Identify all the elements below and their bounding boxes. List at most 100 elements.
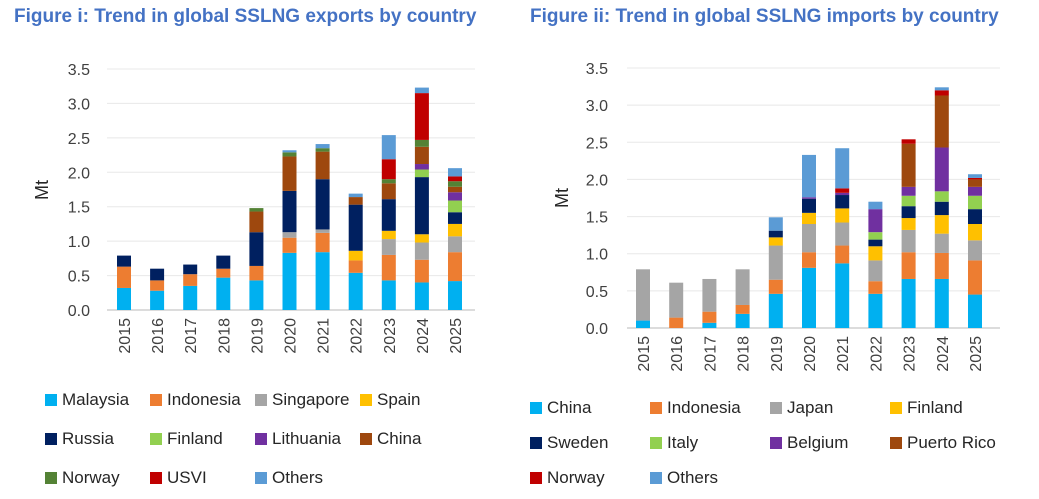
bar-stack-2017	[183, 264, 198, 310]
bar-stack-2022	[348, 193, 363, 310]
legend-label: Belgium	[787, 433, 849, 452]
bar-segment-malaysia	[117, 287, 131, 310]
bar-segment-belgium	[968, 186, 982, 196]
legend-swatch	[650, 472, 662, 484]
legend-item-malaysia: Malaysia	[45, 390, 129, 410]
bar-stack-2018	[216, 255, 231, 310]
legend-item-belgium: Belgium	[770, 433, 848, 453]
legend-item-puerto-rico: Puerto Rico	[890, 433, 996, 453]
legend-item-china: China	[530, 398, 591, 418]
bar-segment-lithuania	[414, 164, 429, 170]
chart-1: 0.0 0.5 1.0 1.5 2.0 2.5 3.0 3.5 Mt 2015 2016 2017 20…	[32, 62, 475, 354]
legend-swatch	[890, 437, 902, 449]
bar-segment-singapore	[414, 242, 429, 260]
bar-segment-others	[381, 135, 396, 160]
bar-segment-china	[901, 278, 916, 328]
bar-segment-norway	[934, 90, 949, 96]
y-tick-label: 1.5	[68, 200, 90, 217]
bar-segment-indonesia	[835, 245, 850, 264]
x-tick-label: 2022	[349, 318, 366, 354]
bar-segment-others	[448, 168, 462, 177]
legend-swatch	[770, 437, 782, 449]
bar-stack-2021	[315, 144, 330, 310]
bar-segment-malaysia	[381, 280, 396, 310]
bar-segment-indonesia	[414, 259, 429, 283]
bar-segment-japan	[835, 222, 850, 246]
bar-stack-2015	[117, 255, 131, 310]
bar-segment-malaysia	[216, 277, 231, 310]
bar-segment-indonesia	[282, 237, 297, 253]
bar-segment-italy	[868, 232, 883, 240]
bar-segment-china	[768, 293, 783, 328]
legend-label: China	[547, 398, 592, 417]
legend-swatch	[255, 394, 267, 406]
y-axis-label: Mt	[32, 180, 52, 200]
bar-segment-japan	[636, 269, 650, 321]
bar-segment-finland	[768, 237, 783, 246]
y-tick-label: 2.5	[68, 131, 90, 148]
legend-label: Finland	[167, 429, 223, 448]
legend-label: Japan	[787, 398, 834, 417]
bar-segment-malaysia	[348, 272, 363, 310]
y-tick-label: 2.0	[586, 172, 608, 189]
legend-swatch	[530, 437, 542, 449]
bar-segment-china	[868, 293, 883, 328]
bar-segment-finland	[448, 200, 462, 213]
bar-segment-spain	[448, 223, 462, 237]
legend-item-finland: Finland	[890, 398, 963, 418]
bar-segment-russia	[348, 204, 363, 251]
y-tick-label: 0.0	[68, 303, 90, 320]
bar-stack-2025	[448, 168, 462, 310]
bar-segment-belgium	[868, 209, 883, 233]
bar-segment-belgium	[901, 186, 916, 196]
bar-stack-2016	[669, 282, 684, 328]
bar-segment-finland	[901, 218, 916, 230]
y-tick-label: 0.0	[586, 321, 608, 338]
bar-segment-norway	[968, 177, 982, 180]
y-tick-label: 3.5	[68, 62, 90, 79]
legend-swatch	[150, 394, 162, 406]
bar-segment-indonesia	[315, 232, 330, 253]
bar-segment-puerto-rico	[934, 95, 949, 148]
legend-label: USVI	[167, 468, 207, 487]
bar-segment-china	[414, 146, 429, 165]
bar-stack-2020	[282, 150, 297, 310]
bar-segment-china	[735, 313, 750, 328]
bar-segment-russia	[183, 264, 198, 275]
bar-segment-russia	[381, 199, 396, 231]
bar-stack-2023	[901, 139, 916, 328]
bar-segment-indonesia	[702, 311, 717, 323]
bar-segment-norway	[315, 148, 330, 152]
bar-segment-china	[835, 263, 850, 328]
bar-segment-china	[448, 186, 462, 193]
bar-segment-singapore	[448, 236, 462, 253]
bar-segment-norway	[835, 188, 850, 193]
bar-segment-others	[934, 87, 949, 91]
bar-segment-russia	[117, 255, 131, 267]
legend-label: Others	[272, 468, 324, 487]
legend-label: Italy	[667, 433, 699, 452]
bar-segment-others	[802, 154, 816, 198]
bar-segment-norway	[249, 208, 264, 212]
bar-stack-2019	[768, 217, 783, 328]
legend-swatch	[360, 433, 372, 445]
legend-item-indonesia: Indonesia	[150, 390, 241, 410]
y-tick-label: 1.0	[68, 234, 90, 251]
legend-item-norway: Norway	[530, 468, 605, 488]
legend-swatch	[530, 402, 542, 414]
legend-swatch	[360, 394, 372, 406]
y-tick-label: 2.5	[586, 135, 608, 152]
legend-label: Puerto Rico	[907, 433, 996, 452]
bar-segment-sweden	[868, 239, 883, 247]
legend-swatch	[150, 472, 162, 484]
legend-label: China	[377, 429, 422, 448]
bar-stack-2015	[636, 269, 650, 328]
bar-segment-others	[348, 193, 363, 198]
bar-segment-malaysia	[414, 282, 429, 310]
legend-label: Indonesia	[667, 398, 741, 417]
legend-item-spain: Spain	[360, 390, 420, 410]
bar-segment-usvi	[414, 93, 429, 140]
bar-segment-indonesia	[348, 260, 363, 273]
bar-segment-belgium	[934, 147, 949, 192]
legend-item-others: Others	[650, 468, 718, 488]
